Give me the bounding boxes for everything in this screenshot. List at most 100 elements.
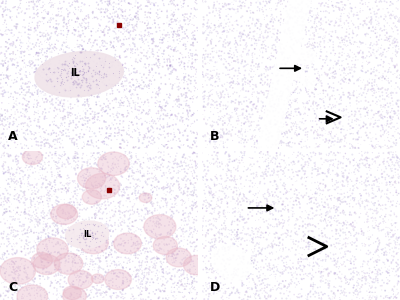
Point [106,1,112,6]
Point [48,153,55,158]
Point [289,273,295,278]
Point [26,24,32,28]
Point [39,200,46,205]
Point [376,240,383,245]
Point [168,22,174,27]
Point [234,82,241,87]
Point [84,228,91,232]
Point [216,117,222,122]
Point [316,241,323,245]
Point [74,137,80,142]
Point [60,63,66,68]
Point [327,131,334,136]
Point [154,220,160,224]
Point [321,57,327,62]
Point [234,166,241,171]
Point [270,171,277,176]
Point [178,167,185,172]
Point [309,196,315,200]
Point [266,263,272,268]
Point [206,136,213,141]
Point [121,99,127,104]
Point [304,11,311,15]
Point [368,173,374,178]
Point [251,29,258,34]
Point [281,98,288,103]
Point [313,100,319,105]
Point [91,115,98,120]
Point [303,240,309,245]
Point [122,48,129,53]
Point [102,74,109,79]
Point [333,231,339,236]
Point [252,47,258,52]
Point [97,152,103,157]
Point [189,94,196,99]
Point [12,269,18,274]
Point [36,130,42,135]
Point [154,64,161,68]
Point [135,256,141,261]
Point [71,158,77,163]
Point [194,176,200,181]
Point [134,60,141,65]
Point [269,267,275,272]
Point [267,99,273,104]
Point [223,66,230,70]
Point [345,21,352,26]
Point [22,203,28,208]
Point [265,158,271,163]
Point [0,141,4,146]
Point [144,33,151,38]
Point [5,143,12,148]
Point [26,27,33,32]
Point [181,99,187,103]
Point [175,48,181,53]
Point [94,253,101,258]
Point [92,112,98,117]
Point [143,191,150,196]
Point [394,199,400,204]
Point [244,52,250,56]
Point [315,102,321,107]
Point [160,267,166,272]
Point [264,282,271,287]
Point [59,186,66,191]
Point [184,193,191,198]
Point [370,124,376,129]
Point [47,284,54,289]
Point [310,130,317,135]
Point [214,67,220,72]
Point [318,197,325,202]
Point [121,69,127,74]
Point [75,183,81,188]
Point [168,238,174,243]
Point [290,202,296,207]
Point [80,296,87,300]
Point [119,73,125,77]
Point [28,131,35,136]
Point [129,92,136,96]
Point [332,292,338,296]
Point [12,57,18,62]
Point [217,232,223,237]
Point [71,154,78,159]
Point [152,258,158,263]
Point [95,210,101,215]
Point [226,262,232,267]
Point [272,156,278,161]
Point [295,261,302,266]
Point [21,53,28,58]
Point [155,146,162,151]
Point [163,200,169,205]
Point [214,135,220,140]
Point [367,103,374,108]
Point [135,293,142,298]
Point [23,128,29,133]
Point [233,112,240,116]
Point [269,251,276,256]
Point [59,64,65,69]
Point [66,254,72,259]
Point [284,11,290,16]
Point [336,92,342,97]
